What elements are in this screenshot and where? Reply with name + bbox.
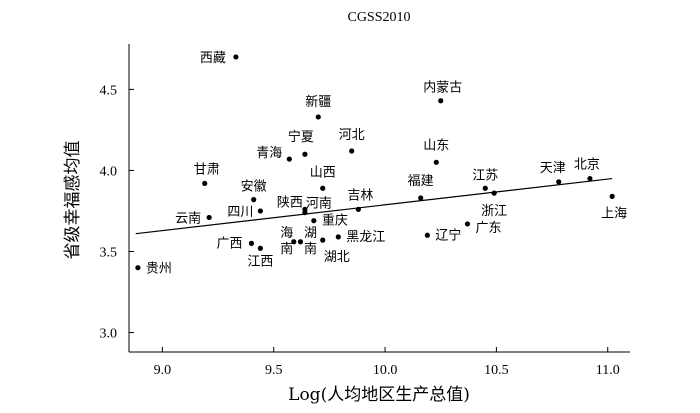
data-point xyxy=(556,179,562,185)
data-point xyxy=(202,180,208,187)
axes xyxy=(128,44,630,353)
point-label: 山西 xyxy=(310,165,336,180)
point-label: 江苏 xyxy=(472,167,498,183)
data-point xyxy=(302,151,308,157)
point-label: 青海 xyxy=(256,146,282,161)
point-label: 贵州 xyxy=(146,262,172,277)
point-label: 上海 xyxy=(601,206,627,221)
point-label: 河北 xyxy=(339,128,365,143)
point-label: 新疆 xyxy=(305,94,331,110)
data-point xyxy=(587,175,593,182)
y-tick-label: 3.5 xyxy=(100,245,118,260)
data-points xyxy=(135,54,615,271)
ticks: 9.0 9.5 10.0 10.5 11.0 3.0 3.5 4.0 4.5 xyxy=(100,83,620,378)
data-point xyxy=(464,221,471,227)
y-tick-label: 3.0 xyxy=(100,327,118,342)
chart-title: CGSS2010 xyxy=(347,10,410,25)
x-tick-label: 10.5 xyxy=(484,363,509,378)
data-point xyxy=(251,197,257,203)
point-label: 内蒙古 xyxy=(423,80,462,96)
point-label: 北京 xyxy=(574,158,600,173)
point-label: 福建 xyxy=(408,174,434,189)
data-point xyxy=(302,209,308,216)
data-point xyxy=(257,245,263,251)
point-label: 南 xyxy=(280,241,293,257)
data-point xyxy=(433,159,439,165)
point-label: 海 xyxy=(280,226,293,241)
point-label: 湖 xyxy=(304,226,317,241)
y-tick-label: 4.5 xyxy=(100,83,118,98)
data-point xyxy=(424,232,430,238)
data-point xyxy=(257,208,263,214)
point-label: 天津 xyxy=(540,161,566,176)
point-label: 西藏 xyxy=(200,51,226,66)
point-label: 黑龙江 xyxy=(346,230,385,245)
data-point xyxy=(320,237,326,243)
point-label: 广西 xyxy=(216,236,242,251)
point-label: 浙江 xyxy=(481,204,507,219)
point-label: 宁夏 xyxy=(288,129,314,145)
data-point xyxy=(315,114,321,120)
data-point xyxy=(291,239,297,245)
data-point xyxy=(491,190,497,196)
point-label: 江西 xyxy=(247,254,273,269)
data-point xyxy=(609,193,615,199)
point-label: 云南 xyxy=(175,210,201,226)
point-label: 山东 xyxy=(423,138,449,153)
point-label: 陕西 xyxy=(277,195,303,210)
point-label: 安徽 xyxy=(241,180,267,195)
trend-line xyxy=(135,177,613,235)
x-tick-label: 10.0 xyxy=(373,363,398,378)
data-point xyxy=(206,214,212,221)
x-tick-label: 9.0 xyxy=(154,363,172,378)
x-tick-label: 11.0 xyxy=(596,363,620,378)
data-point xyxy=(248,240,255,246)
data-point xyxy=(418,195,424,201)
point-label: 吉林 xyxy=(347,188,373,203)
point-label: 湖北 xyxy=(324,250,350,265)
point-label: 甘肃 xyxy=(194,162,220,177)
data-point xyxy=(311,218,317,224)
y-tick-label: 4.0 xyxy=(100,164,118,179)
x-axis-title: Log(人均地区生产总值) xyxy=(288,385,470,405)
data-point xyxy=(438,98,444,104)
x-tick-label: 9.5 xyxy=(265,363,283,378)
data-point xyxy=(233,54,239,60)
data-point xyxy=(320,185,326,191)
point-label: 辽宁 xyxy=(435,227,461,243)
data-point xyxy=(482,185,488,191)
point-label: 南 xyxy=(304,241,317,257)
point-label: 广东 xyxy=(475,221,501,236)
data-point xyxy=(349,148,355,154)
data-point xyxy=(135,265,141,271)
data-point xyxy=(335,234,341,240)
point-label: 河南 xyxy=(306,196,332,212)
data-point xyxy=(297,239,304,245)
point-label: 四川 xyxy=(227,205,253,220)
y-axis-title: 省级幸福感均值 xyxy=(63,141,83,260)
data-point xyxy=(355,206,361,212)
data-point xyxy=(286,156,292,162)
point-label: 重庆 xyxy=(322,213,348,229)
